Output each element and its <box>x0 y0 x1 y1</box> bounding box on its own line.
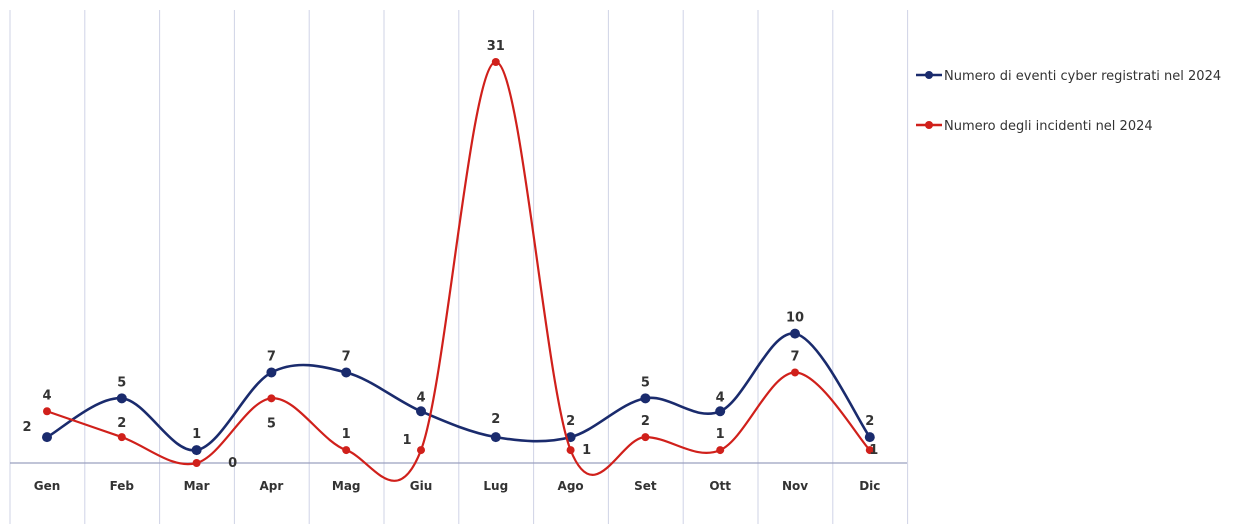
data-point <box>342 446 351 455</box>
data-label: 7 <box>790 349 799 364</box>
data-label: 5 <box>641 375 650 390</box>
data-point <box>416 406 426 417</box>
data-label: 1 <box>582 443 591 458</box>
x-tick-label: Lug <box>483 479 508 493</box>
data-label: 4 <box>716 390 725 405</box>
data-label: 1 <box>402 433 411 448</box>
data-point <box>865 446 874 455</box>
data-label: 2 <box>641 414 650 429</box>
data-point <box>417 446 425 455</box>
x-tick-label: Mag <box>332 479 361 493</box>
x-tick-label: Gen <box>34 479 61 493</box>
data-label: 4 <box>416 390 425 405</box>
data-point <box>341 367 352 378</box>
data-point <box>43 407 51 416</box>
data-point <box>117 433 126 442</box>
legend-label: Numero degli incidenti nel 2024 <box>944 119 1153 134</box>
data-label: 2 <box>491 412 500 427</box>
data-point <box>716 446 725 455</box>
x-tick-label: Apr <box>260 479 284 493</box>
data-point <box>192 459 201 467</box>
data-label: 2 <box>865 414 874 429</box>
data-point <box>490 432 501 443</box>
data-label: 1 <box>342 427 351 442</box>
series-group <box>42 58 875 482</box>
series-eventi <box>42 328 875 456</box>
x-tick-label: Dic <box>859 479 880 493</box>
data-point <box>42 432 52 443</box>
data-point <box>640 393 651 404</box>
x-tick-label: Set <box>634 479 657 493</box>
data-point <box>790 328 800 339</box>
data-point <box>715 406 726 417</box>
data-label: 2 <box>117 416 126 431</box>
x-tick-label: Nov <box>782 479 808 493</box>
legend-swatch-marker <box>925 71 933 79</box>
data-label: 7 <box>342 349 351 364</box>
data-label: 5 <box>117 375 126 390</box>
data-label: 4 <box>42 388 51 403</box>
data-label: 2 <box>566 414 575 429</box>
x-tick-label: Feb <box>110 479 135 493</box>
data-point <box>191 445 202 456</box>
data-point <box>791 368 799 377</box>
x-tick-label: Mar <box>184 479 210 493</box>
data-point <box>641 433 650 442</box>
x-axis: Gen Feb Mar Apr Mag Giu Lug Ago Set Ott Nov Dic <box>10 462 907 493</box>
legend-label: Numero di eventi cyber registrati nel 20… <box>944 69 1221 84</box>
data-point <box>267 394 276 403</box>
x-tick-label: Ott <box>709 479 731 493</box>
data-label: 7 <box>267 349 276 364</box>
data-label: 10 <box>786 311 804 326</box>
data-point <box>864 432 875 443</box>
data-label: 5 <box>267 416 276 431</box>
legend: Numero di eventi cyber registrati nel 20… <box>916 69 1221 134</box>
data-label: 31 <box>487 39 505 54</box>
legend-item: Numero di eventi cyber registrati nel 20… <box>916 69 1221 84</box>
data-label: 1 <box>192 427 201 442</box>
data-label: 2 <box>22 420 31 435</box>
x-tick-label: Ago <box>558 479 584 493</box>
data-label: 1 <box>869 443 878 458</box>
data-point <box>566 446 575 455</box>
data-label: 1 <box>716 427 725 442</box>
x-tick-label: Giu <box>410 479 433 493</box>
legend-item: Numero degli incidenti nel 2024 <box>916 119 1153 134</box>
data-point <box>116 393 127 404</box>
series-line <box>46 332 871 452</box>
grid <box>9 10 909 524</box>
data-point <box>491 58 500 66</box>
data-label: 0 <box>228 456 237 471</box>
legend-swatch-marker <box>925 121 933 129</box>
data-point <box>266 367 277 378</box>
series-incidenti <box>43 58 874 482</box>
